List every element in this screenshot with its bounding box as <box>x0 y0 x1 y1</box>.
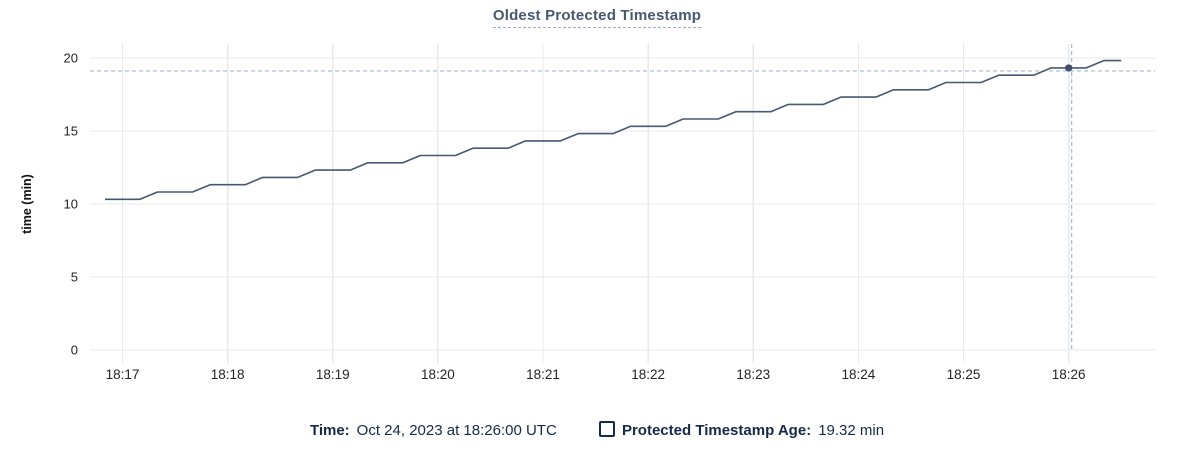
y-tick-label: 10 <box>64 197 78 212</box>
series-line-protected-timestamp-age <box>105 59 1122 201</box>
plot-hover-area[interactable] <box>90 44 1155 363</box>
crosshair-layer <box>90 44 1155 350</box>
y-axis-label: time (min) <box>20 174 34 234</box>
x-tick-label: 18:26 <box>1052 367 1086 382</box>
chart-footer: Time: Oct 24, 2023 at 18:26:00 UTC Protec… <box>0 421 1194 439</box>
legend-series-value: 19.32 min <box>818 422 885 439</box>
tick-label-layer: 0 5 10 15 20 18:17 18:18 18:19 18:20 18:21 18:22 18… <box>64 51 1086 383</box>
y-tick-label: 5 <box>71 270 78 285</box>
x-tick-label: 18:22 <box>631 367 665 382</box>
y-tick-label: 20 <box>64 51 78 66</box>
legend-item-protected-timestamp-age[interactable]: Protected Timestamp Age: 19.32 min <box>598 421 885 439</box>
chart-title-row: Oldest Protected Timestamp <box>0 7 1194 28</box>
x-tick-label: 18:18 <box>211 367 245 382</box>
y-tick-label: 15 <box>64 124 78 139</box>
chart-title[interactable]: Oldest Protected Timestamp <box>492 7 702 28</box>
legend-checkbox-icon[interactable] <box>598 421 615 437</box>
x-tick-label: 18:23 <box>736 367 770 382</box>
legend-series-label: Protected Timestamp Age: <box>621 422 812 439</box>
x-tick-label: 18:25 <box>947 367 981 382</box>
grid-layer <box>90 44 1155 363</box>
y-tick-label: 0 <box>71 343 78 358</box>
highlighted-data-point <box>1065 64 1073 72</box>
x-tick-label: 18:17 <box>106 367 140 382</box>
x-tick-label: 18:19 <box>316 367 350 382</box>
footer-time-label: Time: <box>309 422 350 439</box>
footer-time-value: Oct 24, 2023 at 18:26:00 UTC <box>356 422 557 439</box>
timeseries-chart: 0 5 10 15 20 18:17 18:18 18:19 18:20 18:21 18:22 18… <box>20 44 1155 383</box>
x-tick-label: 18:24 <box>842 367 876 382</box>
series-layer <box>105 59 1122 201</box>
x-tick-label: 18:21 <box>526 367 560 382</box>
x-tick-label: 18:20 <box>421 367 455 382</box>
